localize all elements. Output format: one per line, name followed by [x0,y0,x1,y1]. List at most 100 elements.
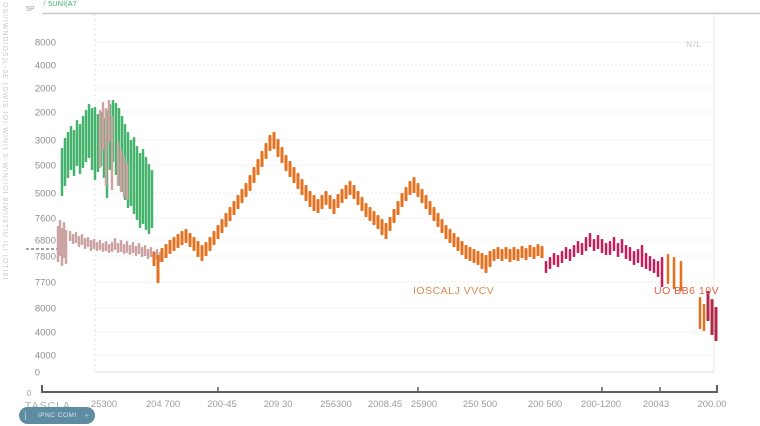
y-axis-tick-label: 5000 [35,161,56,172]
candle [380,219,384,235]
y-axis-tick-label: 7800 [35,252,56,263]
candle [524,248,528,260]
series-orange-tail [666,254,706,331]
candle [81,116,85,168]
candle [468,247,472,261]
candle [432,207,436,221]
candle [592,239,596,251]
y-axis-tick-label: 8000 [35,304,56,315]
candle [143,245,147,256]
candle [150,170,154,228]
candle [93,107,97,180]
candle [220,219,224,233]
candle [616,243,620,257]
x-axis-tick-label: 204 700 [146,399,180,410]
candle [135,146,139,220]
candle [83,238,87,249]
candle [372,211,376,225]
candle [520,246,524,258]
candle [90,108,94,170]
candle [368,207,372,221]
candle [276,139,280,157]
candle [568,249,572,261]
x-axis-tick-label: 250 500 [463,399,497,410]
candle [149,247,153,257]
candle [60,148,64,196]
candle [516,249,520,261]
candle [572,245,576,257]
button-label: IPNC COMI [37,412,77,419]
candle [180,231,184,245]
candle [588,233,592,247]
candle [672,257,676,289]
candle [480,253,484,269]
candle [436,213,440,227]
candle [556,255,560,267]
x-axis-tick-label: 200-1200 [581,399,621,410]
candle [464,245,468,259]
candle [77,236,81,247]
candle [408,181,412,195]
candle [632,251,636,265]
candle [448,229,452,243]
candle [160,248,164,262]
top-right-watermark: N/L [686,39,703,49]
candle [244,183,248,197]
candle [624,245,628,259]
candle [576,241,580,253]
legend[interactable]: f 5UNI(A7 [43,0,77,8]
candle [184,229,188,243]
candle [138,153,142,228]
candle [476,251,480,265]
candle [72,130,76,176]
candle [320,195,324,209]
candle [472,249,476,263]
y-axis-tick-label: 5000 [35,189,56,200]
candle [129,140,133,206]
candle [208,237,212,251]
button-plus-icon: + [84,411,89,420]
candle [69,126,73,170]
candle [304,185,308,201]
bottom-left-button[interactable]: ▏ IPNC COMI + [19,407,95,424]
x-axis-tick-label: 25900 [411,399,437,410]
candle [140,247,144,257]
series-crimson-arc [544,233,664,287]
candle [308,191,312,207]
candle [212,231,216,245]
candle [488,251,492,267]
candle [424,195,428,209]
candle [64,230,68,264]
candle [340,189,344,203]
candle [376,215,380,229]
candle [125,241,129,253]
candle [660,257,664,287]
candle [484,255,488,273]
candle [113,238,117,250]
candle [58,220,62,256]
series-label-orange: IOSCALJ VVCV [413,285,495,297]
y-axis-tick-label: 4000 [35,351,56,362]
candle [679,261,683,291]
candle [640,245,644,267]
candle [292,167,296,183]
candle [104,108,108,186]
candle [78,124,82,174]
candle [86,237,90,247]
candle [110,242,114,252]
candle [656,261,660,277]
candle [444,225,448,239]
candle [98,110,102,168]
candle [504,247,508,259]
candle [144,157,148,230]
y-axis-tick-label: 4000 [35,61,56,72]
candle [508,249,512,262]
candle [74,232,78,243]
candle [420,189,424,203]
candle [596,235,600,249]
candle [110,116,114,190]
candle [460,241,464,255]
candle [107,100,111,142]
candle [416,183,420,197]
